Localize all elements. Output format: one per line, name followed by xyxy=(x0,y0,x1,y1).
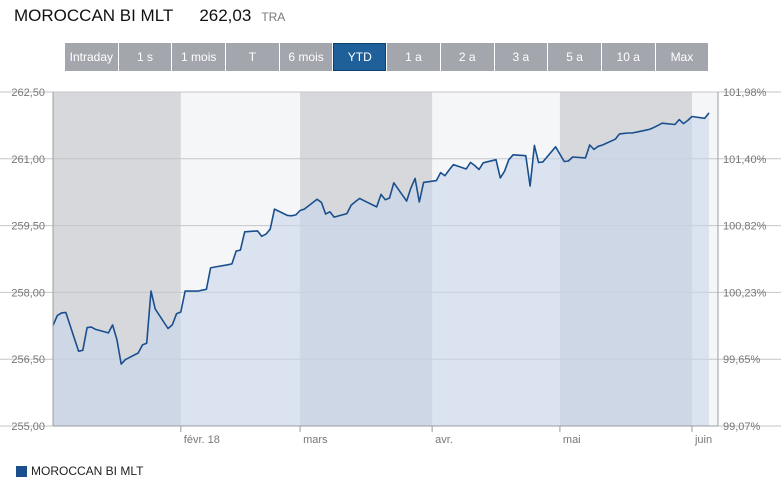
series-line xyxy=(52,112,710,365)
y-tick-right: 99,65% xyxy=(723,354,761,366)
period-button-5[interactable]: YTD xyxy=(333,43,387,71)
period-button-8[interactable]: 3 a xyxy=(494,43,548,71)
period-button-10[interactable]: 10 a xyxy=(601,43,655,71)
x-tick-label: mai xyxy=(563,434,581,446)
y-tick-left: 259,50 xyxy=(11,221,45,233)
period-button-7[interactable]: 2 a xyxy=(440,43,494,71)
y-tick-left: 256,50 xyxy=(11,354,45,366)
series-area xyxy=(53,112,709,427)
x-tick-label: juin xyxy=(694,434,712,446)
period-button-3[interactable]: T xyxy=(226,43,279,71)
instrument-title: MOROCCAN BI MLT xyxy=(14,6,174,25)
legend-label: MOROCCAN BI MLT xyxy=(31,464,144,478)
y-tick-right: 100,23% xyxy=(723,287,767,299)
x-tick-label: avr. xyxy=(435,434,453,446)
x-tick-label: févr. 18 xyxy=(184,434,220,446)
y-tick-right: 99,07% xyxy=(723,421,761,433)
period-button-1[interactable]: 1 s xyxy=(118,43,172,71)
y-tick-left: 261,00 xyxy=(11,154,45,166)
y-tick-right: 101,98% xyxy=(723,87,767,99)
y-tick-right: 100,82% xyxy=(723,221,767,233)
period-button-6[interactable]: 1 a xyxy=(387,43,440,71)
y-tick-left: 255,00 xyxy=(11,421,45,433)
period-button-11[interactable]: Max xyxy=(655,43,709,71)
y-tick-left: 262,50 xyxy=(11,87,45,99)
period-button-4[interactable]: 6 mois xyxy=(279,43,333,71)
y-tick-right: 101,40% xyxy=(723,154,767,166)
legend-swatch xyxy=(16,465,27,477)
last-price: 262,03 xyxy=(199,6,252,25)
period-button-9[interactable]: 5 a xyxy=(548,43,601,71)
period-button-0[interactable]: Intraday xyxy=(65,43,118,71)
chart-header: MOROCCAN BI MLT 262,03 TRA xyxy=(14,6,285,30)
period-button-2[interactable]: 1 mois xyxy=(172,43,226,71)
price-chart: 255,00 99,07% 256,50 99,65% 258,00 100,23% 259… xyxy=(0,87,781,446)
y-tick-left: 258,00 xyxy=(11,287,45,299)
x-tick-label: mars xyxy=(303,434,328,446)
exchange-label: TRA xyxy=(261,10,286,24)
chart-legend: MOROCCAN BI MLT xyxy=(16,464,143,478)
